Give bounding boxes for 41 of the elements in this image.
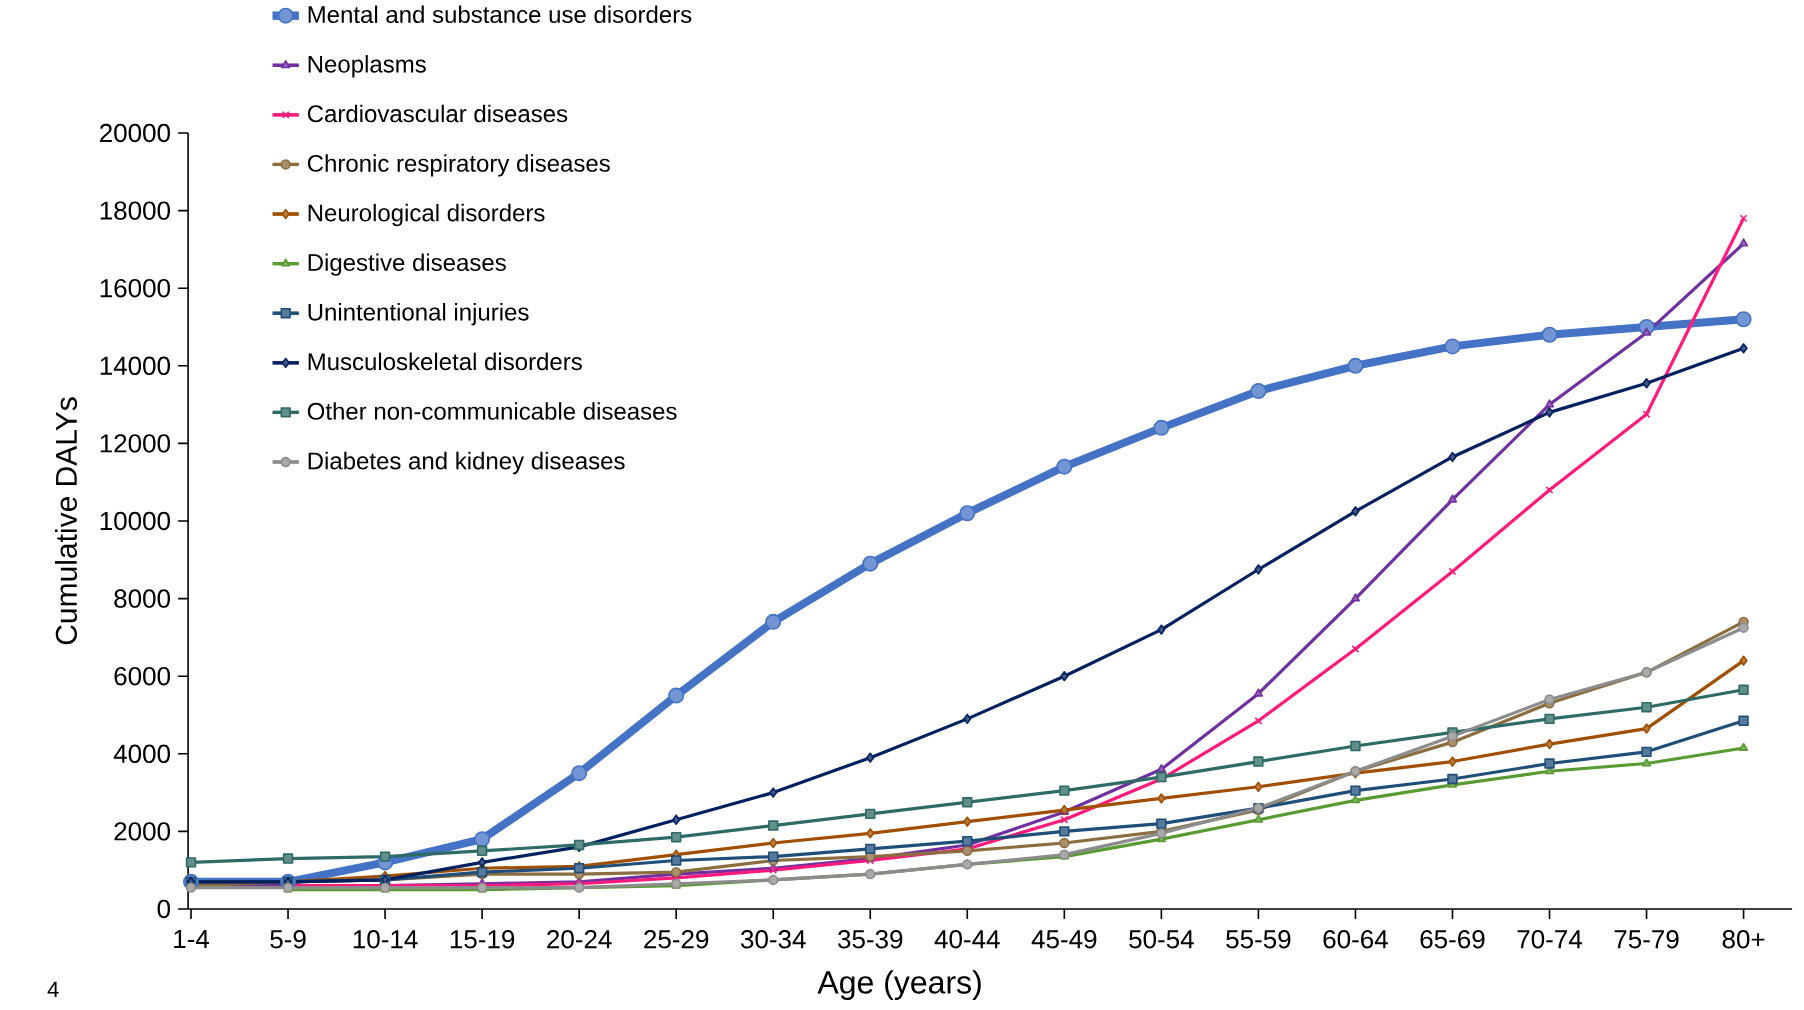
y-tick-label: 12000 bbox=[100, 434, 171, 453]
legend-label: Neurological disorders bbox=[308, 203, 545, 227]
text: 4 bbox=[47, 981, 59, 997]
y-tick-label: 10000 bbox=[100, 511, 171, 531]
y-tick-label: 16000 bbox=[100, 278, 171, 298]
legend-label: Neoplasms bbox=[308, 55, 426, 78]
x-tick-label: 35-39 bbox=[838, 930, 903, 949]
y-tick-label: 4000 bbox=[113, 744, 171, 763]
legend-label: Digestive diseases bbox=[308, 253, 506, 276]
x-tick-label: 75-79 bbox=[1614, 930, 1679, 949]
legend-label: Mental and substance use disorders bbox=[308, 5, 692, 24]
x-tick-label: 1-4 bbox=[174, 930, 210, 948]
x-tick-label: 5-9 bbox=[270, 930, 306, 949]
legend-label: Cardiovascular diseases bbox=[307, 104, 568, 123]
x-tick-label: 25-29 bbox=[644, 930, 709, 949]
x-tick-label: 65-69 bbox=[1420, 930, 1485, 949]
y-tick-label: 14000 bbox=[100, 356, 171, 375]
y-tick-label: 18000 bbox=[100, 201, 171, 220]
y-tick-label: 20000 bbox=[100, 123, 171, 143]
legend-label: Diabetes and kidney diseases bbox=[308, 451, 625, 475]
x-axis-title: Age (years) bbox=[817, 970, 981, 1001]
y-axis-title: Cumulative DALYs bbox=[54, 397, 77, 645]
x-tick-label: 50-54 bbox=[1129, 930, 1194, 949]
y-tick-label: 8000 bbox=[114, 589, 171, 608]
y-tick-label: 6000 bbox=[114, 666, 171, 686]
legend-label: Other non-communicable diseases bbox=[307, 402, 677, 420]
x-tick-label: 55-59 bbox=[1226, 930, 1291, 949]
y-tick-label: 0 bbox=[157, 899, 171, 919]
x-tick-label: 70-74 bbox=[1517, 930, 1582, 949]
x-tick-label: 20-24 bbox=[547, 930, 612, 949]
x-tick-label: 45-49 bbox=[1031, 930, 1097, 949]
legend-label: Musculoskeletal disorders bbox=[308, 352, 582, 371]
x-tick-label: 30-34 bbox=[740, 930, 806, 949]
x-tick-label: 60-64 bbox=[1323, 930, 1388, 949]
x-tick-label: 80+ bbox=[1722, 930, 1765, 949]
legend-label: Unintentional injuries bbox=[308, 303, 529, 326]
x-tick-label: 40-44 bbox=[934, 930, 1000, 949]
x-tick-label: 15-19 bbox=[450, 930, 515, 949]
x-tick-label: 10-14 bbox=[353, 930, 418, 949]
y-tick-label: 2000 bbox=[114, 822, 171, 841]
legend-label: Chronic respiratory diseases bbox=[307, 154, 610, 177]
